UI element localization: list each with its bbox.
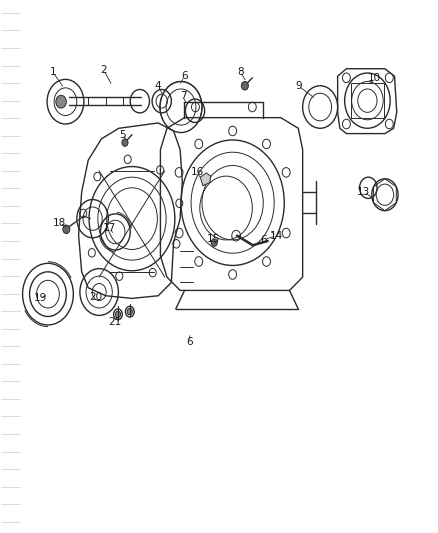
Text: 1: 1 — [50, 68, 57, 77]
Text: 7: 7 — [180, 91, 187, 101]
Text: 17: 17 — [102, 223, 116, 233]
Text: 4: 4 — [155, 81, 161, 91]
Polygon shape — [200, 173, 210, 185]
Text: 2: 2 — [100, 65, 106, 75]
Circle shape — [211, 239, 217, 246]
Text: 18: 18 — [53, 218, 66, 228]
Circle shape — [115, 311, 120, 318]
Text: 19: 19 — [33, 293, 46, 303]
Text: 8: 8 — [237, 68, 243, 77]
Text: 15: 15 — [206, 234, 219, 244]
Text: 10: 10 — [367, 73, 381, 83]
Text: 13: 13 — [357, 187, 370, 197]
Text: 16: 16 — [191, 167, 204, 177]
Circle shape — [127, 309, 132, 315]
Text: 20: 20 — [89, 292, 102, 302]
Circle shape — [63, 225, 70, 233]
Text: 5: 5 — [119, 130, 125, 140]
Text: 9: 9 — [294, 81, 301, 91]
Text: 21: 21 — [108, 317, 121, 327]
Text: 6: 6 — [259, 235, 266, 245]
Circle shape — [241, 82, 248, 90]
Circle shape — [122, 139, 128, 147]
Text: 14: 14 — [269, 231, 283, 241]
Circle shape — [56, 95, 66, 108]
Text: 6: 6 — [186, 337, 193, 347]
Text: 6: 6 — [181, 71, 187, 81]
